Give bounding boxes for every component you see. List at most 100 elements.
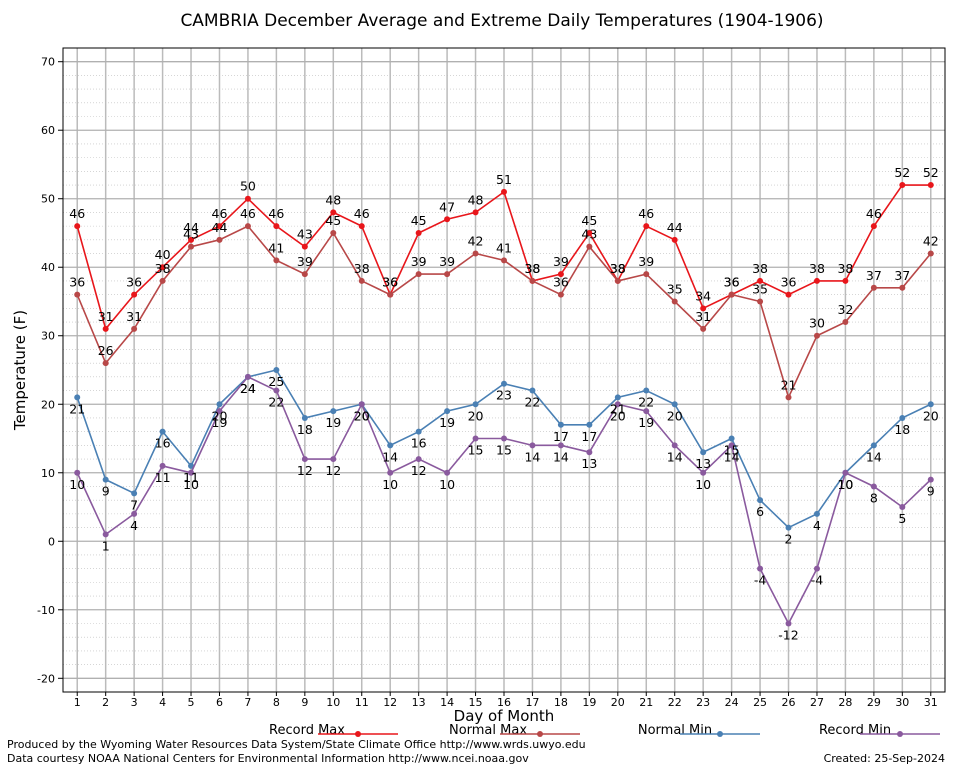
record-min-data-label: 13 bbox=[581, 456, 597, 471]
record-min-data-label: 15 bbox=[496, 443, 512, 458]
record-min-point bbox=[244, 373, 251, 380]
normal-min-data-label: 17 bbox=[581, 429, 597, 444]
record-max-point bbox=[586, 229, 593, 236]
record-min-data-label: 19 bbox=[212, 415, 228, 430]
normal-min-data-label: 13 bbox=[695, 456, 711, 471]
x-tick-label: 12 bbox=[383, 696, 397, 709]
record-max-point bbox=[870, 223, 877, 230]
record-max-data-label: 50 bbox=[240, 179, 256, 194]
record-max-data-label: 43 bbox=[297, 227, 313, 242]
record-max-point bbox=[74, 223, 81, 230]
x-tick-label: 28 bbox=[838, 696, 852, 709]
footer-data-source: Data courtesy NOAA National Centers for … bbox=[7, 752, 529, 765]
record-min-point bbox=[216, 408, 223, 415]
normal-max-data-label: 39 bbox=[297, 254, 313, 269]
record-min-data-label: 10 bbox=[695, 477, 711, 492]
record-min-point bbox=[415, 456, 422, 463]
normal-max-data-label: 39 bbox=[411, 254, 427, 269]
y-tick-label: -10 bbox=[37, 604, 55, 617]
normal-min-data-label: 20 bbox=[212, 408, 228, 423]
record-min-point bbox=[842, 469, 849, 476]
record-min-data-label: 14 bbox=[553, 449, 569, 464]
normal-max-point bbox=[643, 271, 650, 278]
record-max-point bbox=[330, 209, 337, 216]
normal-max-point bbox=[813, 332, 820, 339]
record-min-point bbox=[927, 476, 934, 483]
normal-max-point bbox=[501, 257, 507, 264]
normal-min-point bbox=[785, 524, 792, 531]
legend: Record Max Normal Max Normal Min Record Min bbox=[269, 723, 940, 738]
normal-min-data-label: 20 bbox=[354, 408, 370, 423]
normal-max-data-label: 41 bbox=[496, 240, 512, 255]
normal-min-data-label: 25 bbox=[268, 374, 284, 389]
x-axis-label: Day of Month bbox=[454, 707, 555, 725]
record-max-point bbox=[643, 223, 650, 230]
normal-max-point bbox=[444, 271, 451, 278]
normal-min-data-label: 11 bbox=[183, 470, 199, 485]
record-min-point bbox=[899, 504, 906, 511]
x-tick-label: 19 bbox=[582, 696, 596, 709]
record-min-data-label: 11 bbox=[155, 470, 171, 485]
record-min-data-label: -12 bbox=[778, 627, 798, 642]
record-min-data-label: 4 bbox=[130, 518, 138, 533]
record-min-point bbox=[387, 469, 394, 476]
normal-min-data-label: 18 bbox=[894, 422, 910, 437]
normal-min-data-label: 15 bbox=[724, 443, 740, 458]
series-layer bbox=[74, 182, 934, 627]
record-max-point bbox=[899, 182, 906, 189]
x-tick-label: 14 bbox=[440, 696, 454, 709]
normal-max-data-label: 38 bbox=[354, 261, 370, 276]
record-min-point bbox=[529, 442, 536, 449]
record-max-point bbox=[501, 188, 507, 195]
normal-max-point bbox=[671, 298, 678, 305]
record-min-data-label: 8 bbox=[870, 490, 878, 505]
record-min-data-label: 10 bbox=[439, 477, 455, 492]
normal-max-data-label: 36 bbox=[724, 275, 740, 290]
normal-min-data-label: 19 bbox=[439, 415, 455, 430]
normal-min-point bbox=[415, 428, 422, 435]
record-min-data-label: 12 bbox=[325, 463, 341, 478]
record-min-data-label: 10 bbox=[382, 477, 398, 492]
record-min-point bbox=[501, 435, 507, 442]
normal-max-point bbox=[301, 271, 308, 278]
record-min-point bbox=[188, 469, 195, 476]
y-tick-label: 40 bbox=[41, 261, 55, 274]
x-tick-label: 18 bbox=[554, 696, 568, 709]
record-min-data-label: 9 bbox=[927, 484, 935, 499]
legend-label-record-max: Record Max bbox=[269, 723, 345, 738]
normal-max-point bbox=[273, 257, 280, 264]
normal-max-point bbox=[330, 229, 337, 236]
record-max-data-label: 39 bbox=[553, 254, 569, 269]
x-tick-label: 23 bbox=[696, 696, 710, 709]
x-tick-label: 13 bbox=[412, 696, 426, 709]
record-max-data-label: 38 bbox=[837, 261, 853, 276]
y-tick-label: 60 bbox=[41, 124, 55, 137]
normal-max-point bbox=[216, 236, 223, 243]
x-tick-label: 27 bbox=[810, 696, 824, 709]
normal-min-data-label: 24 bbox=[240, 381, 256, 396]
record-min-data-label: 12 bbox=[297, 463, 313, 478]
normal-min-point bbox=[700, 449, 707, 456]
record-min-data-label: 10 bbox=[69, 477, 85, 492]
normal-min-data-label: 21 bbox=[610, 401, 626, 416]
x-tick-label: 7 bbox=[244, 696, 251, 709]
record-min-point bbox=[785, 620, 792, 627]
x-tick-label: 20 bbox=[611, 696, 625, 709]
record-max-point bbox=[244, 195, 251, 202]
normal-max-point bbox=[870, 284, 877, 291]
record-max-data-label: 36 bbox=[382, 275, 398, 290]
record-min-point bbox=[728, 442, 735, 449]
record-max-point bbox=[188, 236, 195, 243]
normal-min-data-label: 21 bbox=[69, 401, 85, 416]
record-max-point bbox=[557, 271, 564, 278]
normal-min-data-label: 19 bbox=[325, 415, 341, 430]
x-axis-ticks: 1 2 3 4 5 6 7 8 9 10 11 12 13 14 15 16 17 18 19 20 21 22 23 24 2… bbox=[74, 692, 938, 709]
normal-min-data-label: 22 bbox=[524, 395, 540, 410]
normal-max-data-label: 37 bbox=[866, 268, 882, 283]
record-min-point bbox=[757, 565, 764, 572]
normal-max-point bbox=[188, 243, 195, 250]
normal-min-data-label: 10 bbox=[837, 477, 853, 492]
normal-max-data-label: 31 bbox=[695, 309, 711, 324]
record-max-point bbox=[842, 277, 849, 284]
legend-label-record-min: Record Min bbox=[819, 723, 891, 738]
